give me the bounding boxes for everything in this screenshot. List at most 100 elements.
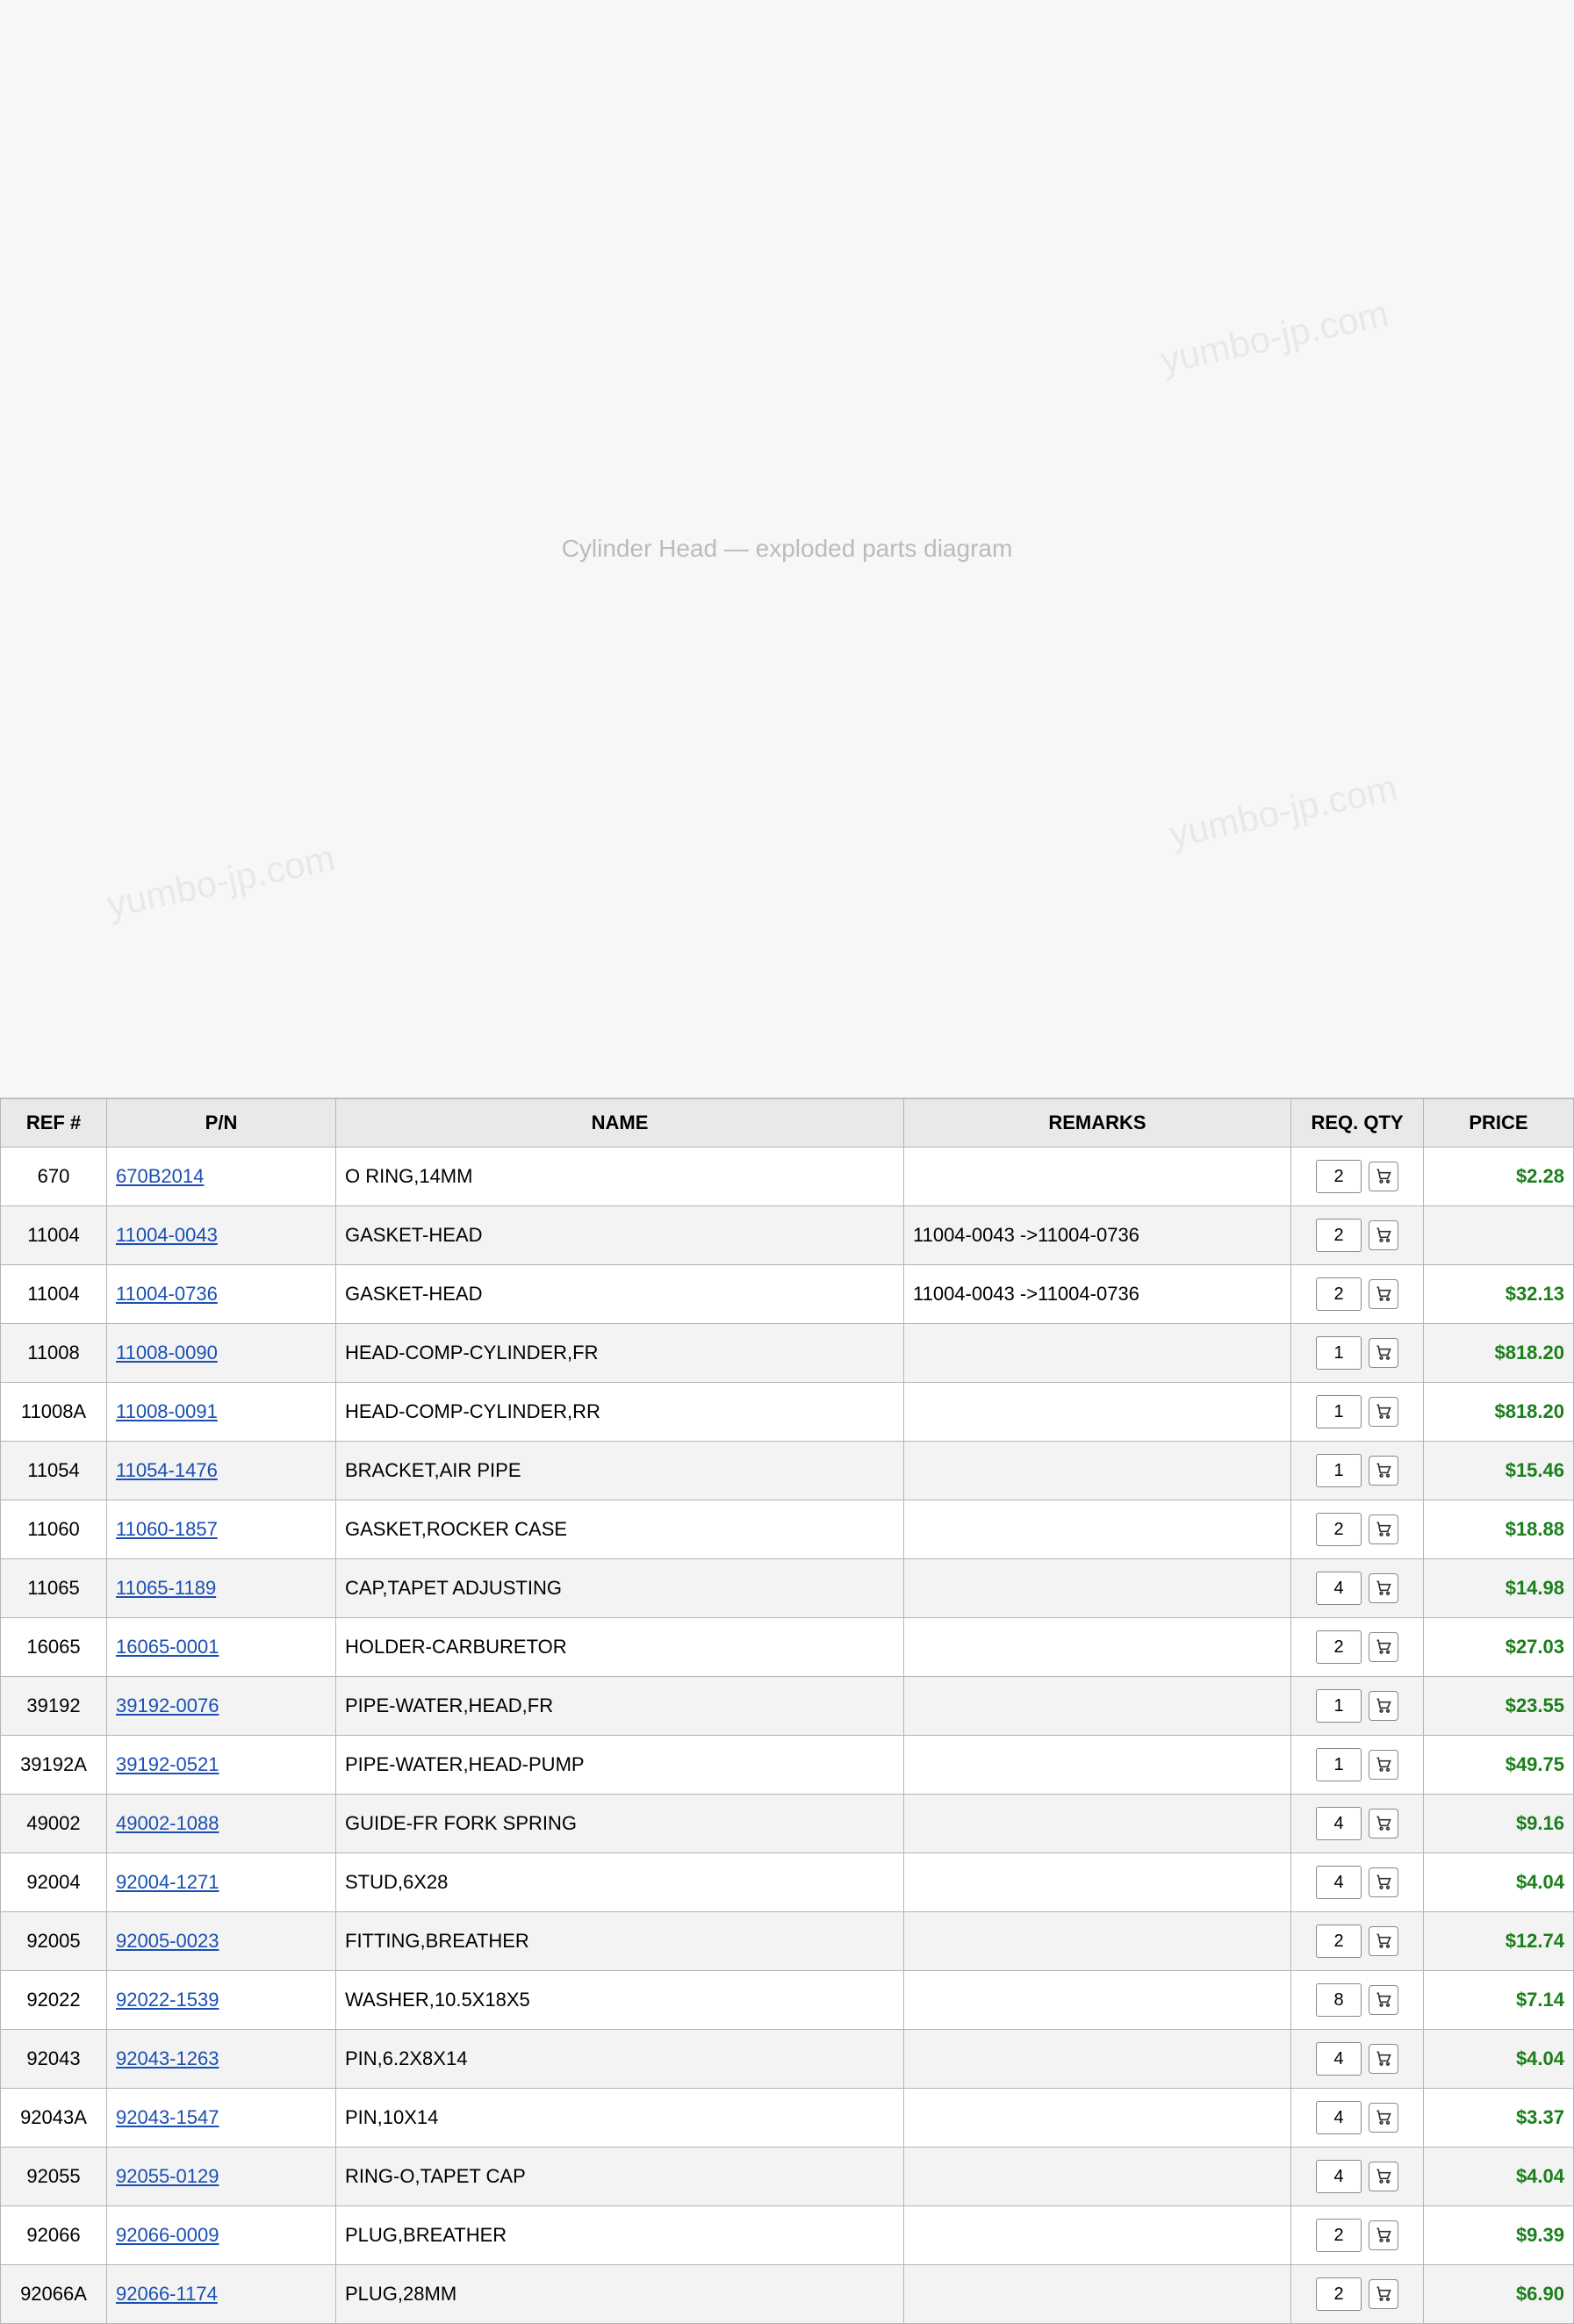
cell-remarks [904,1795,1291,1853]
add-to-cart-button[interactable] [1369,1220,1398,1250]
part-number-link[interactable]: 92043-1547 [116,2106,219,2128]
cell-name: PIN,6.2X8X14 [336,2030,904,2089]
cell-price: $6.90 [1424,2265,1574,2324]
qty-input[interactable] [1316,1513,1362,1546]
qty-input[interactable] [1316,2042,1362,2076]
cell-pn: 92066-1174 [107,2265,336,2324]
col-pn: P/N [107,1099,336,1148]
part-number-link[interactable]: 11008-0091 [116,1400,218,1422]
add-to-cart-button[interactable] [1369,1456,1398,1486]
add-to-cart-button[interactable] [1369,1809,1398,1838]
cell-price: $4.04 [1424,2148,1574,2206]
diagram-area: Cylinder Head — exploded parts diagram y… [0,0,1574,1098]
part-number-link[interactable]: 11054-1476 [116,1459,218,1481]
table-row: 9200492004-1271STUD,6X28$4.04 [1,1853,1574,1912]
watermark: yumbo-jp.com [1166,766,1401,856]
part-number-link[interactable]: 11065-1189 [116,1577,216,1599]
qty-input[interactable] [1316,1277,1362,1311]
add-to-cart-button[interactable] [1369,1515,1398,1544]
part-number-link[interactable]: 92005-0023 [116,1930,219,1952]
part-number-link[interactable]: 92004-1271 [116,1871,219,1893]
cell-ref: 92055 [1,2148,107,2206]
cell-price: $4.04 [1424,2030,1574,2089]
qty-input[interactable] [1316,1160,1362,1193]
part-number-link[interactable]: 11004-0043 [116,1224,218,1246]
add-to-cart-button[interactable] [1369,1691,1398,1721]
part-number-link[interactable]: 11004-0736 [116,1283,218,1305]
add-to-cart-button[interactable] [1369,2044,1398,2074]
qty-input[interactable] [1316,1807,1362,1840]
qty-input[interactable] [1316,1983,1362,2017]
cell-pn: 39192-0076 [107,1677,336,1736]
qty-input[interactable] [1316,1925,1362,1958]
part-number-link[interactable]: 11060-1857 [116,1518,218,1540]
cell-ref: 92043 [1,2030,107,2089]
add-to-cart-button[interactable] [1369,1162,1398,1191]
qty-input[interactable] [1316,1572,1362,1605]
qty-input[interactable] [1316,1395,1362,1428]
part-number-link[interactable]: 39192-0521 [116,1753,219,1775]
cell-remarks [904,2206,1291,2265]
table-row: 92043A92043-1547PIN,10X14$3.37 [1,2089,1574,2148]
cell-ref: 11008 [1,1324,107,1383]
cell-qty [1291,1912,1424,1971]
table-row: 39192A39192-0521PIPE-WATER,HEAD-PUMP$49.… [1,1736,1574,1795]
cart-icon [1375,2049,1392,2069]
part-number-link[interactable]: 11008-0090 [116,1342,218,1363]
cell-qty [1291,2206,1424,2265]
cell-remarks [904,2265,1291,2324]
cart-icon [1375,1814,1392,1834]
add-to-cart-button[interactable] [1369,2279,1398,2309]
add-to-cart-button[interactable] [1369,1985,1398,2015]
part-number-link[interactable]: 16065-0001 [116,1636,219,1658]
cell-qty [1291,1559,1424,1618]
add-to-cart-button[interactable] [1369,1750,1398,1780]
qty-input[interactable] [1316,1866,1362,1899]
cart-icon [1375,1637,1392,1658]
part-number-link[interactable]: 49002-1088 [116,1812,219,1834]
qty-input[interactable] [1316,1630,1362,1664]
add-to-cart-button[interactable] [1369,1573,1398,1603]
qty-input[interactable] [1316,2277,1362,2311]
table-row: 9205592055-0129RING-O,TAPET CAP$4.04 [1,2148,1574,2206]
add-to-cart-button[interactable] [1369,1867,1398,1897]
add-to-cart-button[interactable] [1369,1632,1398,1662]
add-to-cart-button[interactable] [1369,2103,1398,2133]
add-to-cart-button[interactable] [1369,1397,1398,1427]
cell-qty [1291,1442,1424,1500]
cell-remarks [904,1559,1291,1618]
qty-input[interactable] [1316,2101,1362,2134]
part-number-link[interactable]: 92066-1174 [116,2283,218,2305]
part-number-link[interactable]: 92022-1539 [116,1989,219,2011]
qty-input[interactable] [1316,2219,1362,2252]
qty-input[interactable] [1316,2160,1362,2193]
table-row: 1105411054-1476BRACKET,AIR PIPE$15.46 [1,1442,1574,1500]
part-number-link[interactable]: 670B2014 [116,1165,204,1187]
add-to-cart-button[interactable] [1369,1926,1398,1956]
part-number-link[interactable]: 92066-0009 [116,2224,219,2246]
cell-name: HOLDER-CARBURETOR [336,1618,904,1677]
add-to-cart-button[interactable] [1369,1338,1398,1368]
qty-input[interactable] [1316,1689,1362,1723]
qty-input[interactable] [1316,1336,1362,1370]
table-row: 1100411004-0043GASKET-HEAD11004-0043 ->1… [1,1206,1574,1265]
table-row: 1106511065-1189CAP,TAPET ADJUSTING$14.98 [1,1559,1574,1618]
add-to-cart-button[interactable] [1369,1279,1398,1309]
cell-name: O RING,14MM [336,1148,904,1206]
col-qty: REQ. QTY [1291,1099,1424,1148]
cell-remarks [904,2089,1291,2148]
qty-input[interactable] [1316,1748,1362,1781]
add-to-cart-button[interactable] [1369,2220,1398,2250]
add-to-cart-button[interactable] [1369,2162,1398,2191]
part-number-link[interactable]: 92055-0129 [116,2165,219,2187]
cell-qty [1291,1677,1424,1736]
cart-icon [1375,2167,1392,2187]
watermark: yumbo-jp.com [104,837,339,926]
qty-input[interactable] [1316,1454,1362,1487]
cell-qty [1291,1971,1424,2030]
cell-ref: 16065 [1,1618,107,1677]
qty-input[interactable] [1316,1219,1362,1252]
cell-remarks [904,1618,1291,1677]
part-number-link[interactable]: 39192-0076 [116,1694,219,1716]
col-remarks: REMARKS [904,1099,1291,1148]
